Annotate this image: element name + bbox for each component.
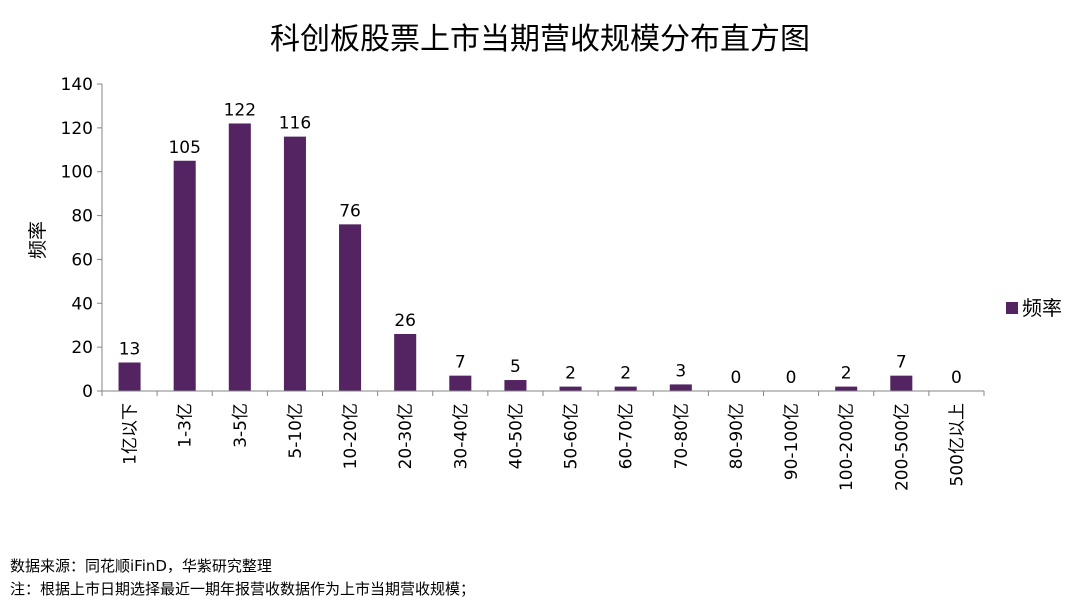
legend-label: 频率 — [1022, 296, 1062, 320]
x-tick-label: 5-10亿 — [286, 403, 306, 459]
y-tick-label: 80 — [71, 207, 93, 227]
data-label: 0 — [786, 368, 797, 388]
bar — [835, 386, 858, 391]
bars: 13 105 122 116 76 26 7 5 2 2 3 0 0 2 7 0 — [118, 100, 962, 391]
x-tick-label: 500亿以上 — [947, 403, 967, 486]
bar — [614, 386, 637, 391]
bar — [118, 362, 141, 391]
data-label: 105 — [168, 138, 200, 158]
y-axis: 0 20 40 60 80 100 120 140 — [61, 75, 103, 402]
y-tick-label: 40 — [71, 294, 93, 314]
data-label: 7 — [455, 353, 466, 373]
bar — [890, 375, 913, 391]
data-label: 13 — [119, 339, 141, 359]
data-label: 2 — [841, 364, 852, 384]
x-tick-label: 100-200亿 — [837, 403, 857, 491]
bar — [504, 380, 527, 391]
x-tick-label: 50-60亿 — [562, 403, 582, 469]
x-tick-label: 80-90亿 — [727, 403, 747, 469]
source-note: 数据来源：同花顺iFinD，华紫研究整理 — [10, 557, 272, 575]
chart-title: 科创板股票上市当期营收规模分布直方图 — [270, 22, 810, 57]
data-label: 7 — [896, 353, 907, 373]
y-tick-label: 0 — [82, 382, 93, 402]
data-label: 3 — [675, 361, 686, 381]
data-label: 0 — [951, 368, 962, 388]
y-tick-label: 100 — [61, 163, 93, 183]
x-tick-label: 1亿以下 — [121, 403, 141, 465]
x-tick-label: 200-500亿 — [892, 403, 912, 491]
x-tick-label: 40-50亿 — [506, 403, 526, 469]
legend-swatch — [1006, 302, 1018, 314]
bar — [339, 224, 362, 391]
data-label: 76 — [339, 201, 361, 221]
x-tick-label: 3-5亿 — [231, 403, 251, 448]
data-label: 5 — [510, 357, 521, 377]
data-label: 26 — [394, 311, 416, 331]
data-label: 122 — [224, 100, 256, 120]
data-label: 2 — [620, 364, 631, 384]
x-tick-label: 60-70亿 — [617, 403, 637, 469]
y-tick-label: 60 — [71, 250, 93, 270]
footnote: 注：根据上市日期选择最近一期年报营收数据作为上市当期营收规模； — [10, 580, 476, 598]
x-axis: 1亿以下 1-3亿 3-5亿 5-10亿 10-20亿 20-30亿 30-40亿 40-50… — [101, 390, 985, 491]
x-tick-label: 20-30亿 — [396, 403, 416, 469]
data-label: 0 — [731, 368, 742, 388]
legend: 频率 — [1006, 296, 1062, 320]
bar — [283, 136, 306, 391]
x-tick-label: 90-100亿 — [782, 403, 802, 480]
y-axis-label: 频率 — [27, 221, 49, 259]
bar — [449, 375, 472, 391]
x-tick-label: 10-20亿 — [341, 403, 361, 469]
bar — [228, 123, 251, 391]
data-label: 116 — [279, 114, 311, 134]
x-tick-label: 1-3亿 — [176, 403, 196, 448]
x-tick-label: 30-40亿 — [451, 403, 471, 469]
bar — [559, 386, 582, 391]
x-tick-label: 70-80亿 — [672, 403, 692, 469]
bar — [394, 333, 417, 391]
y-tick-label: 120 — [61, 119, 93, 139]
bar — [669, 384, 692, 391]
y-tick-label: 20 — [71, 338, 93, 358]
data-label: 2 — [565, 364, 576, 384]
y-tick-label: 140 — [61, 75, 93, 95]
bar — [173, 160, 196, 391]
